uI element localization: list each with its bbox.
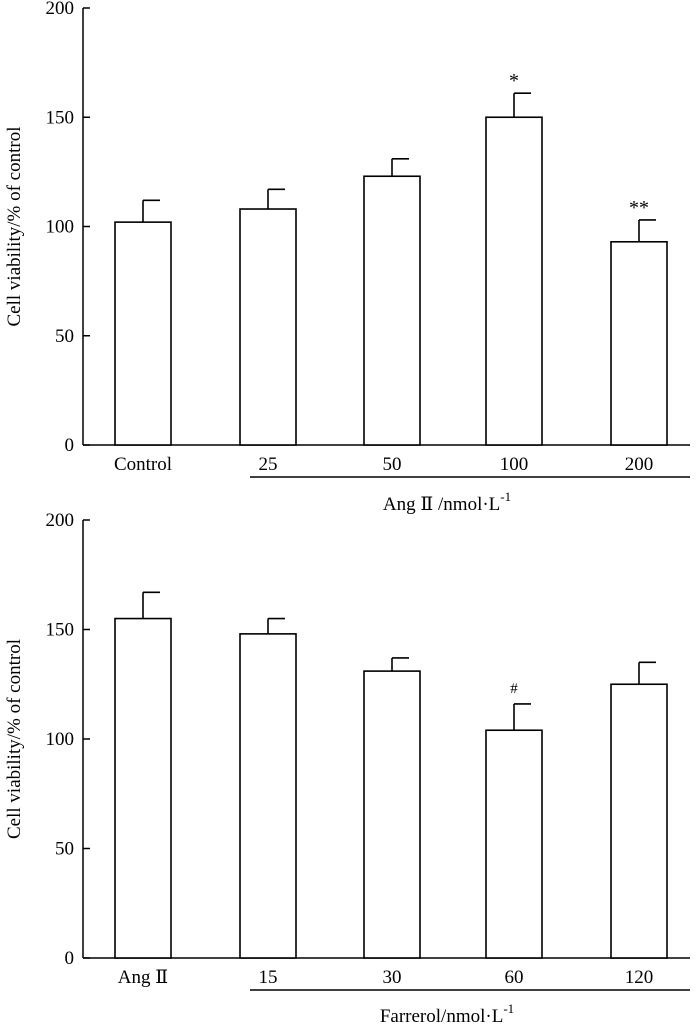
bar xyxy=(239,208,297,446)
significance-marker: * xyxy=(509,70,519,92)
y-tick-label: 0 xyxy=(65,435,75,456)
bar xyxy=(485,729,543,959)
y-axis-title: Cell viability/% of control xyxy=(4,639,25,839)
group-label-text: Farrerol/nmol·L xyxy=(380,1006,503,1025)
y-tick-label: 50 xyxy=(55,839,74,860)
category-label: 120 xyxy=(625,967,654,988)
y-axis-title: Cell viability/% of control xyxy=(4,127,25,327)
category-label: 25 xyxy=(259,454,278,475)
significance-marker: ** xyxy=(629,197,649,219)
y-tick-label: 150 xyxy=(46,107,75,128)
category-label: 60 xyxy=(505,967,524,988)
category-label: 15 xyxy=(259,967,278,988)
bar xyxy=(363,175,421,446)
bar xyxy=(363,670,421,959)
y-tick-label: 50 xyxy=(55,326,74,347)
significance-marker: # xyxy=(510,681,518,697)
category-label: 30 xyxy=(383,967,402,988)
category-label: 200 xyxy=(625,454,654,475)
y-tick-label: 0 xyxy=(65,948,75,969)
bar xyxy=(239,633,297,959)
group-label: Ang Ⅱ /nmol·L-1 xyxy=(383,489,511,515)
y-tick-label: 100 xyxy=(46,217,75,238)
category-label: 50 xyxy=(383,454,402,475)
category-label: 100 xyxy=(500,454,529,475)
y-tick-label: 200 xyxy=(46,510,75,531)
bar xyxy=(485,116,543,446)
group-label-superscript: -1 xyxy=(500,489,511,504)
chart-panel-bottom: 0 50 100 150 200 Cell viability/% of control A… xyxy=(4,510,690,1025)
chart-panel-top: 0 50 100 150 200 Cell viability/% of control C… xyxy=(4,0,690,515)
group-label-text: Ang Ⅱ /nmol·L xyxy=(383,494,500,515)
group-label-superscript: -1 xyxy=(503,1001,514,1016)
bar xyxy=(610,240,668,446)
category-label: Ang Ⅱ xyxy=(118,967,168,988)
bar xyxy=(610,683,668,959)
y-tick-label: 200 xyxy=(46,0,75,19)
bar xyxy=(114,221,172,446)
bar xyxy=(114,617,172,959)
y-tick-label: 150 xyxy=(46,620,75,641)
group-label: Farrerol/nmol·L-1 xyxy=(380,1001,514,1025)
y-tick-label: 100 xyxy=(46,729,75,750)
category-label: Control xyxy=(114,454,172,475)
